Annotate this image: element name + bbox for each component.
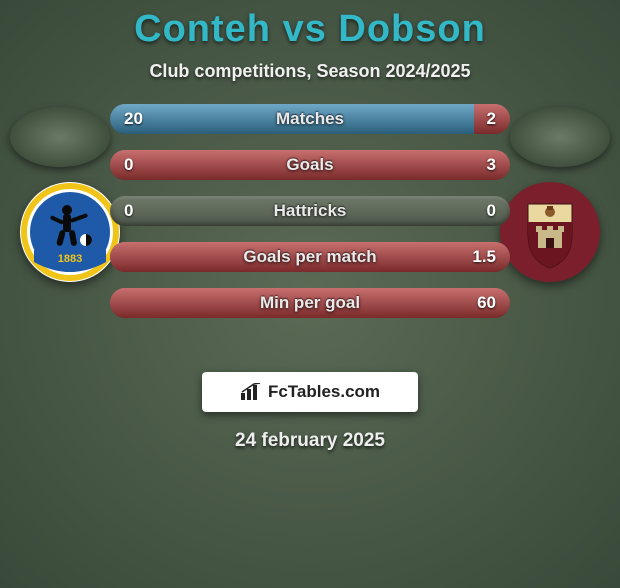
stat-bar: 60Min per goal (110, 288, 510, 318)
stat-bar: 1.5Goals per match (110, 242, 510, 272)
bar-label: Matches (110, 104, 510, 134)
bars-icon (240, 383, 262, 401)
club-crest-right (500, 182, 600, 282)
player-left-spot (10, 107, 110, 167)
club-crest-left: 1883 (20, 182, 120, 282)
stat-bars: 202Matches 03Goals 00Hattricks 1.5Goals per… (110, 104, 510, 334)
player-right-spot (510, 107, 610, 167)
bar-label: Min per goal (110, 288, 510, 318)
date-label: 24 february 2025 (0, 430, 620, 452)
comparison-arena: 1883 202Matches 03Goals 00Hattricks 1.5Goal… (0, 104, 620, 354)
stat-bar: 03Goals (110, 150, 510, 180)
bar-label: Goals (110, 150, 510, 180)
svg-text:1883: 1883 (58, 253, 82, 265)
stat-bar: 202Matches (110, 104, 510, 134)
page-title: Conteh vs Dobson (0, 8, 620, 51)
stat-bar: 00Hattricks (110, 196, 510, 226)
page-subtitle: Club competitions, Season 2024/2025 (0, 61, 620, 82)
brand-box: FcTables.com (202, 372, 418, 412)
brand-text: FcTables.com (268, 382, 380, 402)
bar-label: Hattricks (110, 196, 510, 226)
bar-label: Goals per match (110, 242, 510, 272)
